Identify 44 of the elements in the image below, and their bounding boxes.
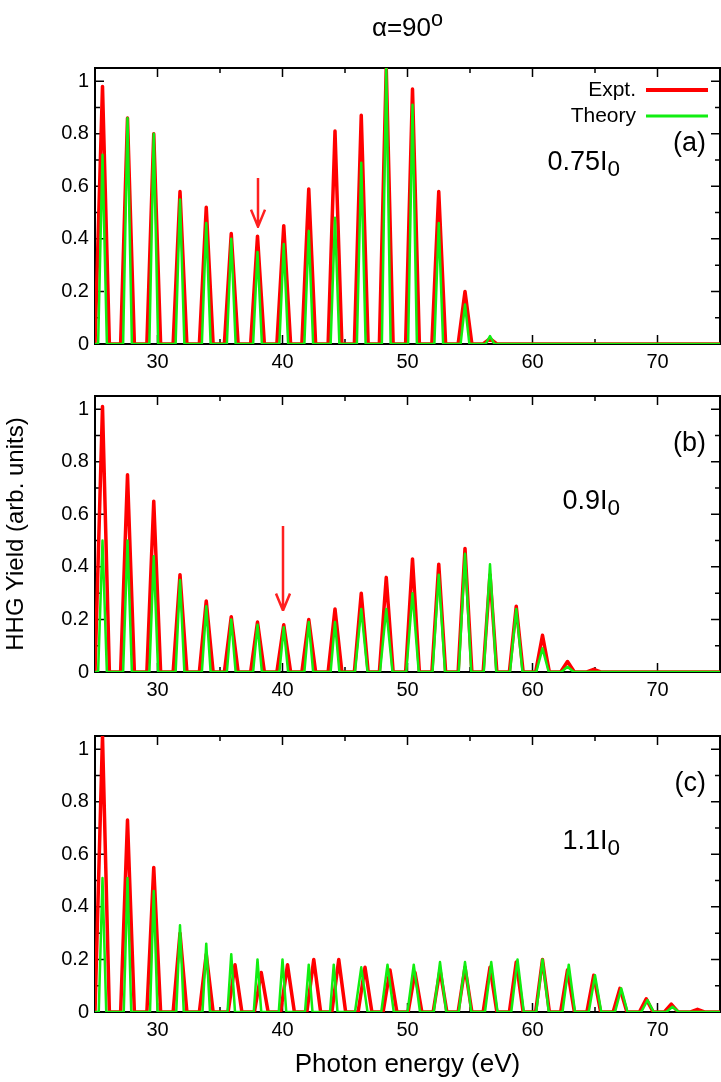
y-tick-label: 1 (77, 68, 89, 91)
y-tick-label: 1 (77, 396, 89, 419)
x-tick-label: 70 (646, 349, 669, 372)
x-tick-label: 50 (396, 349, 419, 372)
x-axis-title: Photon energy (eV) (294, 1048, 521, 1079)
y-tick-label: 0.6 (61, 501, 89, 524)
y-tick-label: 0.8 (61, 789, 89, 812)
y-tick-label: 0 (77, 999, 89, 1022)
y-tick-label: 0 (77, 331, 89, 354)
y-tick-label: 0.6 (61, 173, 89, 196)
x-tick-label: 40 (271, 349, 294, 372)
legend-label: Theory (570, 102, 637, 126)
y-tick-label: 0.4 (61, 554, 89, 577)
chart-title: α=90$^{o}$ (371, 6, 444, 43)
y-tick-label: 0 (77, 659, 89, 682)
x-tick-label: 30 (146, 1017, 169, 1040)
y-tick-label: 1 (77, 736, 89, 759)
y-tick-label: 0.4 (61, 226, 89, 249)
x-tick-label: 30 (146, 349, 169, 372)
y-tick-label: 0.2 (61, 946, 89, 969)
x-tick-label: 40 (271, 677, 294, 700)
legend-label: Expt. (588, 76, 636, 100)
annotation: (c) (674, 767, 706, 798)
y-tick-label: 0.4 (61, 894, 89, 917)
y-tick-label: 0.2 (61, 278, 89, 301)
x-tick-label: 60 (521, 677, 544, 700)
annotation: (a) (673, 126, 706, 157)
x-tick-label: 50 (396, 1017, 419, 1040)
x-tick-label: 70 (646, 1017, 669, 1040)
y-tick-label: 0.6 (61, 841, 89, 864)
annotation: 1.1I$_{0}$ (562, 825, 620, 861)
annotation: 0.75I$_{0}$ (547, 146, 620, 182)
annotation: (b) (673, 427, 706, 458)
y-tick-label: 0.8 (61, 449, 89, 472)
y-tick-label: 0.2 (61, 606, 89, 629)
x-tick-label: 60 (521, 1017, 544, 1040)
x-tick-label: 60 (521, 349, 544, 372)
annotation: 0.9I$_{0}$ (562, 485, 620, 521)
y-tick-label: 0.8 (61, 121, 89, 144)
x-tick-label: 70 (646, 677, 669, 700)
x-tick-label: 30 (146, 677, 169, 700)
x-tick-label: 40 (271, 1017, 294, 1040)
y-axis-title: HHG Yield (arb. units) (1, 417, 29, 651)
x-tick-label: 50 (396, 677, 419, 700)
